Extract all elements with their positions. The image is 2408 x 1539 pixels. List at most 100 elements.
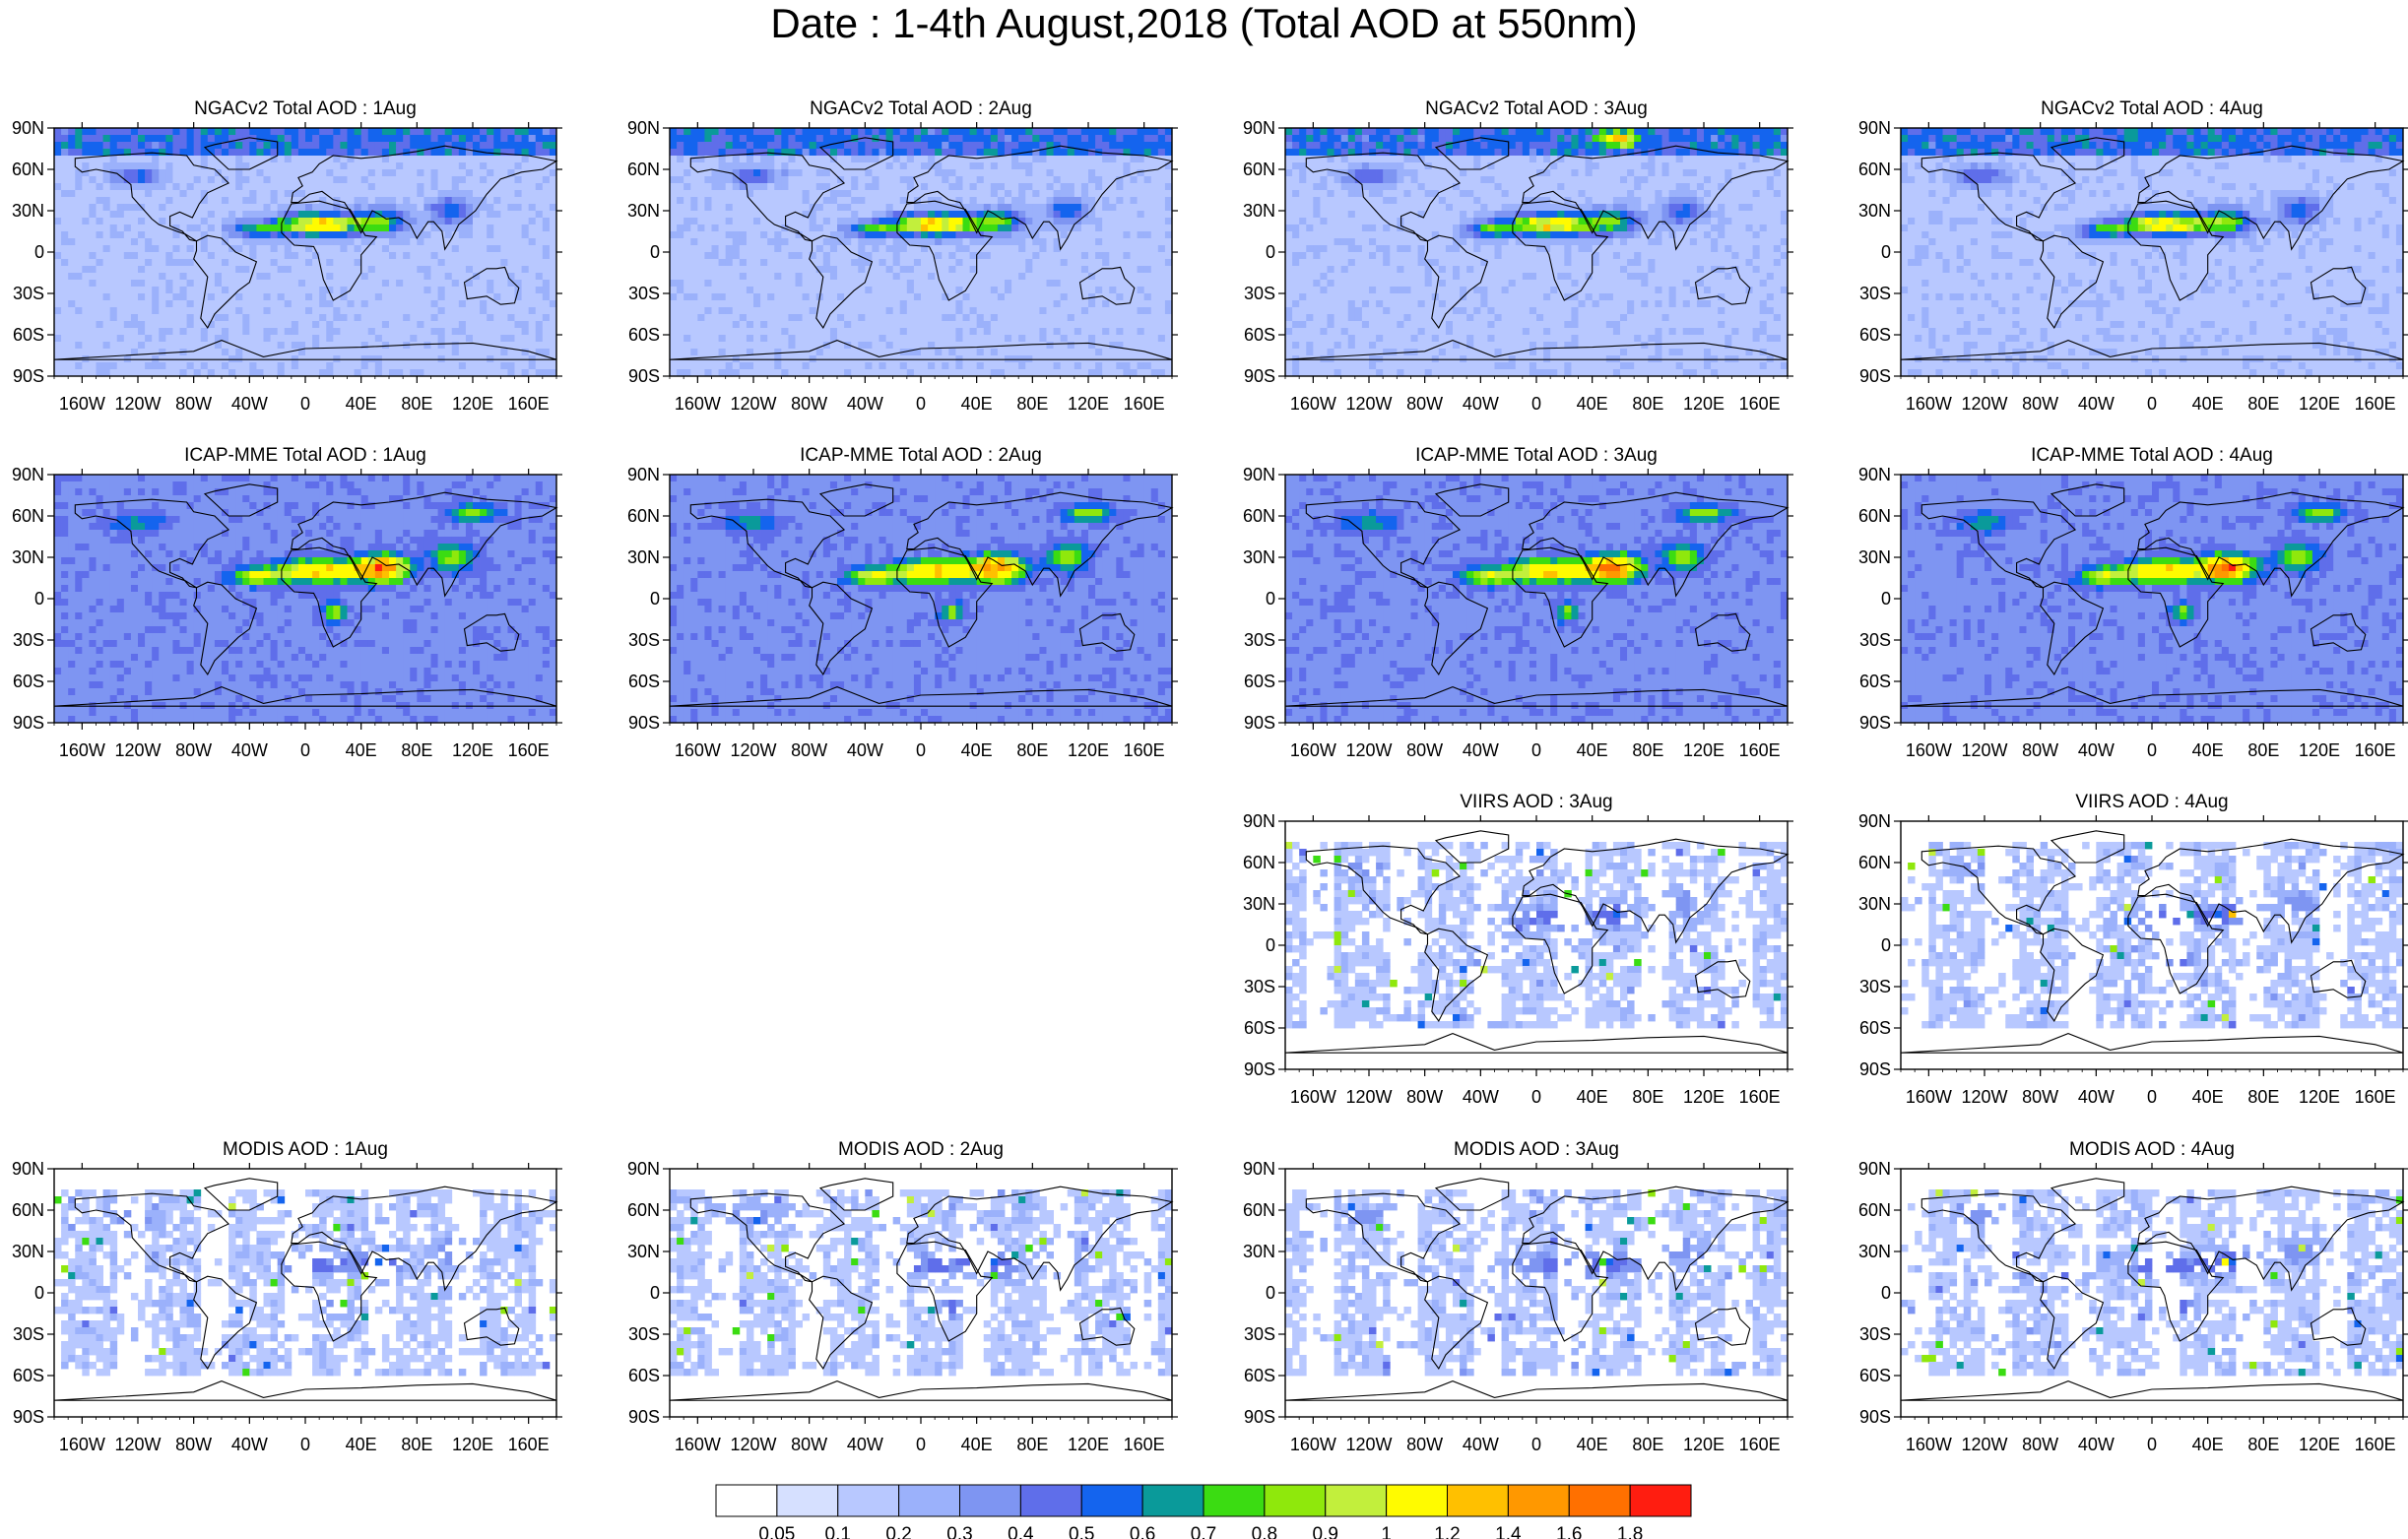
aod-cell xyxy=(815,307,824,315)
aod-cell xyxy=(354,190,362,198)
aod-cell xyxy=(242,328,250,336)
aod-cell xyxy=(297,238,306,246)
aod-cell xyxy=(535,266,544,274)
aod-cell xyxy=(1074,231,1082,239)
aod-cell xyxy=(739,245,748,253)
aod-cell xyxy=(61,321,69,329)
aod-cell xyxy=(837,328,845,336)
aod-cell xyxy=(360,369,369,377)
aod-cell xyxy=(809,335,817,343)
aod-cell xyxy=(186,142,195,150)
aod-cell xyxy=(542,128,551,136)
aod-cell xyxy=(704,335,712,343)
aod-cell xyxy=(997,314,1006,322)
aod-cell xyxy=(263,300,271,308)
aod-cell xyxy=(326,156,334,163)
aod-cell xyxy=(899,335,908,343)
aod-cell xyxy=(354,287,362,294)
aod-cell xyxy=(249,362,257,370)
aod-cell xyxy=(228,190,236,198)
aod-cell xyxy=(222,211,229,219)
aod-cell xyxy=(683,266,691,274)
aod-cell xyxy=(955,280,963,288)
aod-cell xyxy=(788,190,796,198)
aod-cell xyxy=(277,231,286,239)
aod-cell xyxy=(61,362,69,370)
aod-cell xyxy=(75,273,83,281)
aod-cell xyxy=(1143,245,1152,253)
aod-cell xyxy=(704,321,712,329)
aod-cell xyxy=(444,300,453,308)
aod-cell xyxy=(172,335,180,343)
aod-cell xyxy=(851,211,859,219)
aod-cell xyxy=(760,321,768,329)
aod-cell xyxy=(1080,293,1089,301)
aod-cell xyxy=(297,300,306,308)
aod-cell xyxy=(75,231,83,239)
aod-cell xyxy=(297,287,306,294)
aod-cell xyxy=(256,142,264,150)
aod-cell xyxy=(193,238,202,246)
aod-cell xyxy=(542,224,551,232)
aod-cell xyxy=(844,142,852,150)
aod-cell xyxy=(697,183,705,191)
aod-cell xyxy=(116,211,125,219)
aod-cell xyxy=(277,280,286,288)
aod-cell xyxy=(788,149,796,157)
aod-cell xyxy=(1102,300,1110,308)
aod-cell xyxy=(1137,224,1145,232)
aod-cell xyxy=(928,335,936,343)
aod-cell xyxy=(430,169,438,177)
aod-cell xyxy=(263,176,271,184)
aod-cell xyxy=(997,169,1006,177)
aod-cell xyxy=(802,176,811,184)
aod-cell xyxy=(381,218,390,225)
aod-cell xyxy=(535,183,544,191)
panel-title: NGACv2 Total AOD : 2Aug xyxy=(670,98,1172,120)
aod-cell xyxy=(263,245,271,253)
aod-cell xyxy=(829,328,838,336)
aod-cell xyxy=(207,224,216,232)
aod-cell xyxy=(844,190,852,198)
aod-cell xyxy=(242,204,250,212)
aod-cell xyxy=(718,307,727,315)
aod-cell xyxy=(277,349,286,356)
aod-cell xyxy=(928,149,936,157)
aod-cell xyxy=(851,314,859,322)
aod-cell xyxy=(451,321,460,329)
aod-cell xyxy=(521,128,530,136)
aod-cell xyxy=(89,362,97,370)
aod-cell xyxy=(89,252,97,260)
aod-cell xyxy=(159,314,166,322)
aod-cell xyxy=(138,238,146,246)
aod-cell xyxy=(172,149,180,157)
aod-cell xyxy=(1143,231,1152,239)
aod-cell xyxy=(423,211,431,219)
aod-cell xyxy=(423,149,431,157)
aod-cell xyxy=(263,307,271,315)
aod-cell xyxy=(89,266,97,274)
aod-cell xyxy=(795,211,803,219)
aod-cell xyxy=(683,259,691,267)
aod-cell xyxy=(913,238,922,246)
aod-cell xyxy=(340,287,348,294)
aod-cell xyxy=(549,169,557,177)
aod-cell xyxy=(739,224,748,232)
aod-cell xyxy=(249,238,257,246)
aod-cell xyxy=(403,149,411,157)
aod-cell xyxy=(1143,266,1152,274)
aod-cell xyxy=(389,349,397,356)
aod-cell xyxy=(990,307,999,315)
aod-cell xyxy=(381,273,390,281)
aod-cell xyxy=(739,190,748,198)
aod-cell xyxy=(1074,252,1082,260)
aod-cell xyxy=(396,149,404,157)
aod-cell xyxy=(948,252,956,260)
aod-cell xyxy=(1150,238,1159,246)
aod-cell xyxy=(921,135,929,143)
aod-cell xyxy=(892,342,901,350)
aod-cell xyxy=(746,218,754,225)
aod-cell xyxy=(333,362,341,370)
aod-cell xyxy=(123,369,132,377)
aod-cell xyxy=(677,293,684,301)
